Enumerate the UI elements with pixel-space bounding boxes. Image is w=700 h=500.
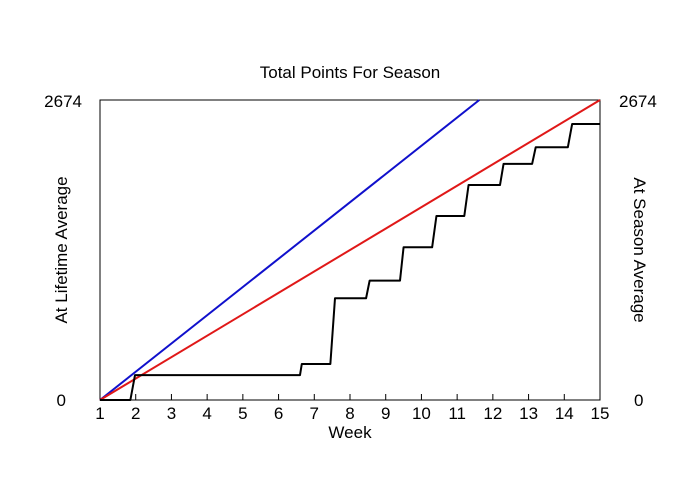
x-tick-label-3: 3: [167, 404, 176, 423]
x-tick-label-8: 8: [345, 404, 354, 423]
x-tick-label-14: 14: [555, 404, 574, 423]
x-tick-label-2: 2: [131, 404, 140, 423]
x-tick-label-9: 9: [381, 404, 390, 423]
x-tick-label-11: 11: [448, 404, 466, 423]
right-y-min-label: 0: [634, 391, 643, 410]
series-line-actual: [100, 123, 600, 401]
x-ticks: 1 2 3 4 5 6 7 8 9 10 11 12 13 14 15: [95, 394, 609, 423]
chart-title: Total Points For Season: [260, 63, 440, 82]
left-y-axis-label: At Lifetime Average: [52, 176, 71, 323]
left-y-max-label: 2674: [44, 92, 82, 111]
x-tick-label-15: 15: [591, 404, 610, 423]
x-tick-label-12: 12: [483, 404, 502, 423]
x-tick-label-1: 1: [95, 404, 104, 423]
right-y-axis-label: At Season Average: [630, 177, 649, 322]
x-tick-label-10: 10: [412, 404, 431, 423]
left-y-min-label: 0: [57, 391, 66, 410]
series-line-lifetime: [99, 99, 480, 401]
series-lines: [99, 99, 601, 401]
x-tick-label-7: 7: [310, 404, 319, 423]
plot-area: 1 2 3 4 5 6 7 8 9 10 11 12 13 14 15: [95, 99, 609, 423]
x-axis-label: Week: [328, 423, 372, 442]
series-line-season: [99, 99, 601, 401]
x-tick-label-5: 5: [238, 404, 247, 423]
x-tick-label-13: 13: [519, 404, 538, 423]
right-y-max-label: 2674: [619, 92, 657, 111]
x-tick-label-6: 6: [274, 404, 283, 423]
x-tick-label-4: 4: [202, 404, 211, 423]
